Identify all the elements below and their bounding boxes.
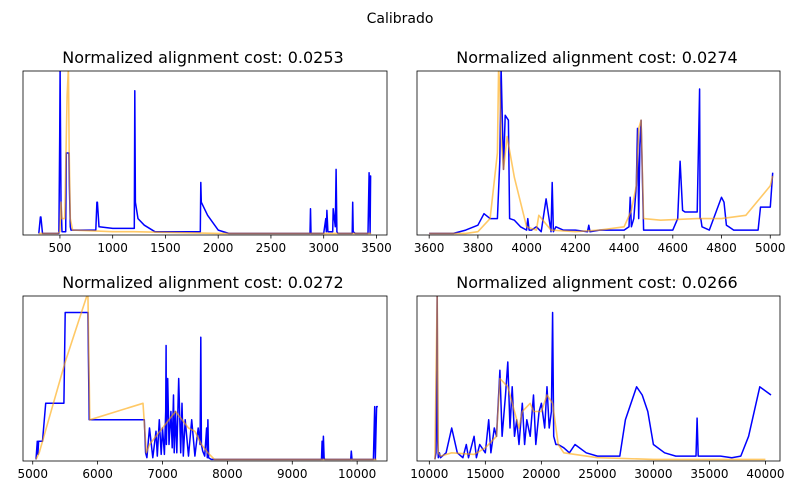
subplot-3: Normalized alignment cost: 0.0272 5000 60… xyxy=(17,273,387,481)
subplot-2-xtick-label: 4200 xyxy=(560,241,591,255)
subplot-2-xtick-label: 3800 xyxy=(463,241,494,255)
subplot-3-plot-area xyxy=(36,293,378,460)
subplot-4: Normalized alignment cost: 0.0266 10000 1… xyxy=(410,273,784,481)
subplot-4-xtick-label: 10000 xyxy=(410,467,448,481)
subplot-1-xtick-label: 500 xyxy=(48,241,71,255)
subplot-2-xtick-label: 4800 xyxy=(706,241,737,255)
subplot-1-title: Normalized alignment cost: 0.0253 xyxy=(62,48,343,67)
subplot-4-plot-area xyxy=(435,293,771,460)
subplot-2-xtick-label: 4000 xyxy=(511,241,542,255)
subplot-4-xtick-label: 15000 xyxy=(466,467,504,481)
subplot-1-series-blue-line xyxy=(39,68,371,234)
subplot-3-axes-frame xyxy=(23,296,387,461)
subplot-4-axes-frame xyxy=(417,296,780,461)
subplot-1-xtick-label: 3000 xyxy=(308,241,339,255)
subplot-1: Normalized alignment cost: 0.0253 500 100… xyxy=(23,48,392,255)
subplot-1-plot-area xyxy=(39,68,371,234)
subplot-4-xtick-label: 35000 xyxy=(690,467,728,481)
subplot-3-xtick-label: 8000 xyxy=(212,467,243,481)
subplot-4-series-blue-line xyxy=(435,293,771,460)
subplot-3-xtick-label: 5000 xyxy=(17,467,48,481)
subplot-3-series-blue-line xyxy=(36,313,378,460)
subplot-4-title: Normalized alignment cost: 0.0266 xyxy=(456,273,737,292)
subplot-1-xtick-label: 1500 xyxy=(150,241,181,255)
subplot-4-xtick-label: 20000 xyxy=(522,467,560,481)
subplot-2-xtick-label: 5000 xyxy=(755,241,786,255)
subplot-2-series-blue-line xyxy=(429,68,773,234)
subplot-4-xtick-label: 30000 xyxy=(634,467,672,481)
subplot-2-title: Normalized alignment cost: 0.0274 xyxy=(456,48,737,67)
subplot-2-plot-area xyxy=(429,68,773,234)
subplot-2-xtick-label: 4400 xyxy=(609,241,640,255)
subplot-3-title: Normalized alignment cost: 0.0272 xyxy=(62,273,343,292)
subplot-4-xtick-label: 40000 xyxy=(746,467,784,481)
subplot-2-series-orange-line xyxy=(429,68,773,234)
figure-suptitle: Calibrado xyxy=(367,11,434,27)
subplot-3-xtick-label: 10000 xyxy=(338,467,376,481)
subplot-1-xtick-label: 1000 xyxy=(97,241,128,255)
subplot-4-series-orange-line xyxy=(435,293,766,460)
subplot-3-xtick-label: 6000 xyxy=(82,467,113,481)
subplot-2: Normalized alignment cost: 0.0274 3600 38… xyxy=(414,48,786,255)
subplot-1-xtick-label: 2500 xyxy=(256,241,287,255)
subplot-3-xtick-label: 9000 xyxy=(277,467,308,481)
subplot-2-xtick-label: 4600 xyxy=(658,241,689,255)
subplot-1-xtick-label: 3500 xyxy=(361,241,392,255)
subplot-4-xtick-label: 25000 xyxy=(578,467,616,481)
subplot-2-xtick-label: 3600 xyxy=(414,241,445,255)
subplot-1-xtick-label: 2000 xyxy=(203,241,234,255)
subplot-3-xtick-label: 7000 xyxy=(147,467,178,481)
